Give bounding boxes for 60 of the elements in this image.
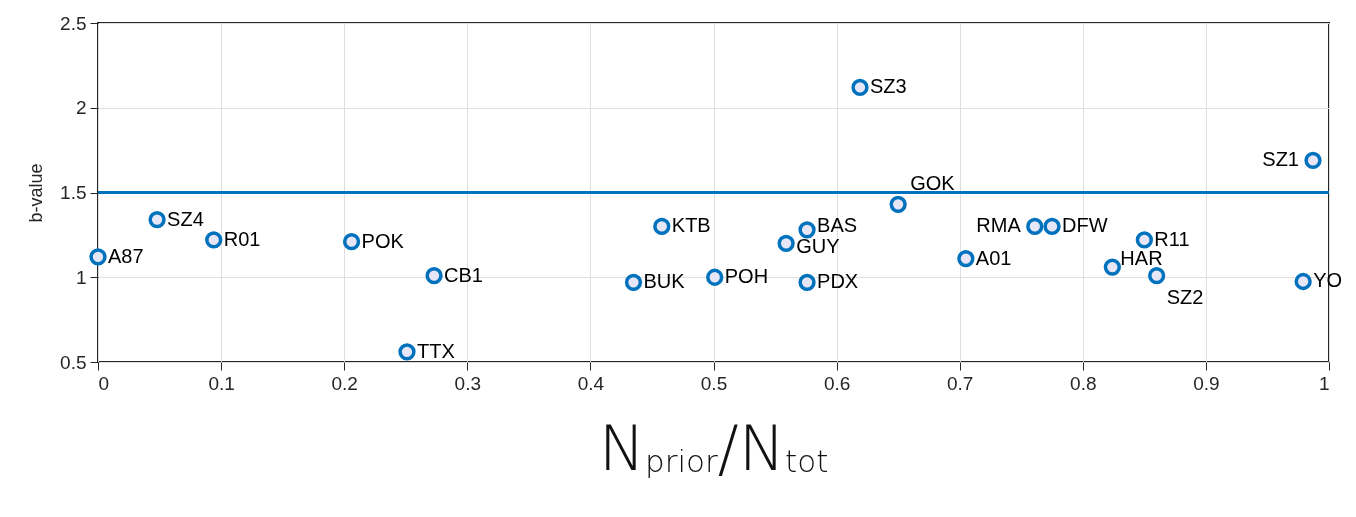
point bbox=[957, 249, 975, 268]
y-axis-title: b-value bbox=[26, 163, 47, 223]
point bbox=[653, 217, 671, 236]
annotation: GOK bbox=[910, 172, 956, 195]
point bbox=[1148, 266, 1166, 285]
annotation: SZ3 bbox=[869, 75, 907, 98]
point bbox=[798, 273, 816, 291]
y-tick-label: 1.5 bbox=[60, 182, 87, 203]
point bbox=[1103, 258, 1121, 276]
point bbox=[1135, 231, 1153, 249]
point bbox=[148, 210, 166, 229]
annotation: CB1 bbox=[444, 263, 483, 286]
x-tick-label: 0.7 bbox=[946, 372, 974, 394]
point bbox=[851, 78, 869, 97]
point bbox=[1304, 151, 1322, 169]
x-tick-label: 0.8 bbox=[1070, 372, 1097, 394]
point bbox=[1294, 272, 1312, 291]
annotation: A87 bbox=[108, 244, 144, 267]
point bbox=[706, 268, 724, 286]
point bbox=[425, 266, 443, 285]
annotation: RMA bbox=[976, 214, 1022, 237]
point bbox=[889, 195, 907, 213]
x-tick-label: 0.1 bbox=[208, 372, 235, 394]
x-tick-label: 0.5 bbox=[700, 372, 728, 394]
annotation: R01 bbox=[223, 227, 261, 250]
x-tick-label: 1 bbox=[1318, 372, 1330, 394]
point bbox=[624, 273, 643, 291]
point bbox=[1043, 217, 1061, 236]
annotation: SZ1 bbox=[1262, 148, 1299, 171]
annotation: R11 bbox=[1154, 227, 1190, 250]
annotation: POH bbox=[724, 265, 769, 288]
annotation: BAS bbox=[817, 213, 858, 236]
annotation: KTB bbox=[671, 214, 711, 237]
point bbox=[398, 343, 416, 361]
annotation: HAR bbox=[1120, 247, 1163, 270]
point bbox=[342, 233, 361, 251]
annotation: GUY bbox=[796, 235, 840, 258]
x-tick-label: 0.4 bbox=[577, 372, 605, 394]
x-tick-label: 0 bbox=[98, 372, 110, 394]
point bbox=[798, 221, 816, 239]
point bbox=[89, 248, 107, 266]
annotation: SZ4 bbox=[167, 207, 204, 230]
point bbox=[205, 231, 223, 249]
point bbox=[777, 234, 795, 252]
annotation: POK bbox=[361, 229, 405, 252]
annotation: PDX bbox=[817, 270, 859, 293]
annotation: SZ2 bbox=[1166, 285, 1204, 308]
x-tick-label: 0.6 bbox=[823, 372, 851, 394]
annotation: TTX bbox=[416, 339, 455, 362]
annotation: DFW bbox=[1062, 214, 1108, 237]
y-tick-label: 1 bbox=[75, 266, 87, 288]
point bbox=[1026, 217, 1044, 236]
x-tick-label: 0.9 bbox=[1193, 372, 1220, 394]
x-tick-label: 0.2 bbox=[331, 372, 358, 394]
y-tick-label: 0.5 bbox=[60, 351, 87, 373]
y-tick-label: 2 bbox=[75, 97, 87, 119]
y-tick-label: 2.5 bbox=[60, 12, 87, 34]
annotation: BUK bbox=[643, 270, 686, 293]
annotation: A01 bbox=[975, 246, 1012, 269]
x-tick-label: 0.3 bbox=[454, 372, 482, 394]
